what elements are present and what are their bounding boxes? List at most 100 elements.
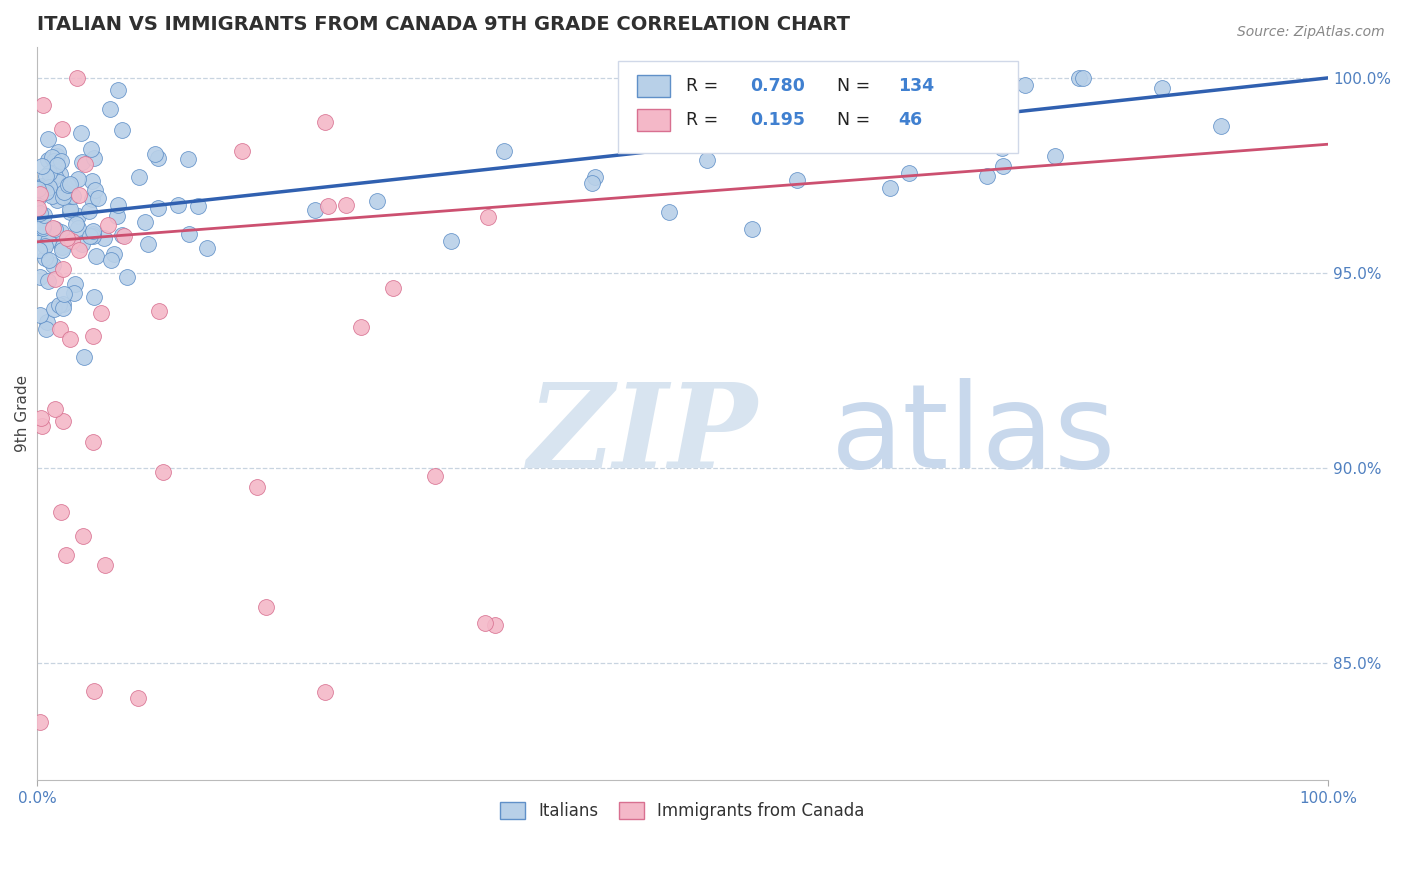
Point [62,286,84,301]
Text: R =: R = [686,111,724,129]
Point [72,529,94,543]
Point [44,222,66,236]
Point [44,272,66,286]
Point [59,202,82,217]
Point [27,182,49,196]
Point [55,231,77,245]
Point [82,434,104,449]
Point [31,219,53,233]
Point [100,252,122,267]
Point [105,209,128,223]
Point [34,239,56,253]
Point [82,227,104,241]
Point [90,306,112,320]
Text: ITALIAN VS IMMIGRANTS FROM CANADA 9TH GRADE CORRELATION CHART: ITALIAN VS IMMIGRANTS FROM CANADA 9TH GR… [37,15,851,34]
Point [27,227,49,242]
Point [65,217,87,231]
Point [31,418,53,433]
Point [246,480,269,494]
Point [786,173,808,187]
Point [314,115,336,129]
Point [41,189,63,203]
Point [67,209,90,223]
Point [146,151,169,165]
Point [27,207,49,221]
Point [70,155,93,169]
Point [49,321,72,335]
Point [128,170,150,185]
Point [583,170,606,185]
Point [976,169,998,183]
Point [167,198,190,212]
Point [38,166,60,180]
Point [52,414,75,428]
Point [195,241,218,255]
Point [66,171,89,186]
Point [30,186,52,201]
Point [34,179,56,194]
Text: 0.780: 0.780 [749,77,804,95]
Point [136,236,159,251]
Point [111,122,134,136]
Point [42,302,65,317]
Text: 134: 134 [898,77,935,95]
Point [59,189,82,203]
Point [49,225,72,239]
Point [38,179,60,194]
Point [52,261,75,276]
Point [67,243,90,257]
Point [34,169,56,183]
Point [93,230,115,244]
Text: R =: R = [686,77,724,95]
Point [28,270,51,285]
Point [27,224,49,238]
Point [34,208,56,222]
Point [49,167,72,181]
Point [51,240,73,254]
Point [56,178,79,193]
Point [474,615,496,630]
Point [52,301,75,316]
Point [187,199,209,213]
Point [35,315,58,329]
Point [42,153,65,168]
Point [423,469,446,483]
Point [152,465,174,479]
Point [1150,80,1173,95]
Point [1067,70,1090,85]
Point [51,121,73,136]
Point [82,229,104,244]
Point [51,244,73,258]
Point [148,201,170,215]
Point [59,204,82,219]
Point [49,153,72,168]
Point [44,170,66,185]
Text: 46: 46 [898,111,922,129]
Point [890,70,912,85]
Point [37,274,59,288]
Point [77,204,100,219]
Point [70,237,93,252]
Point [231,144,253,158]
Text: N =: N = [838,77,876,95]
Point [27,243,49,257]
Point [66,221,89,235]
Point [134,215,156,229]
Point [696,153,718,167]
Point [581,176,603,190]
Point [48,175,70,189]
Point [63,277,86,292]
Point [80,142,103,156]
Point [30,181,52,195]
Point [30,183,52,197]
Point [494,144,516,158]
Point [82,224,104,238]
Point [1209,120,1232,134]
Point [46,145,69,160]
Point [37,153,59,168]
Point [67,188,90,202]
Point [52,297,75,311]
Y-axis label: 9th Grade: 9th Grade [15,375,30,452]
Point [28,714,51,729]
Point [83,152,105,166]
